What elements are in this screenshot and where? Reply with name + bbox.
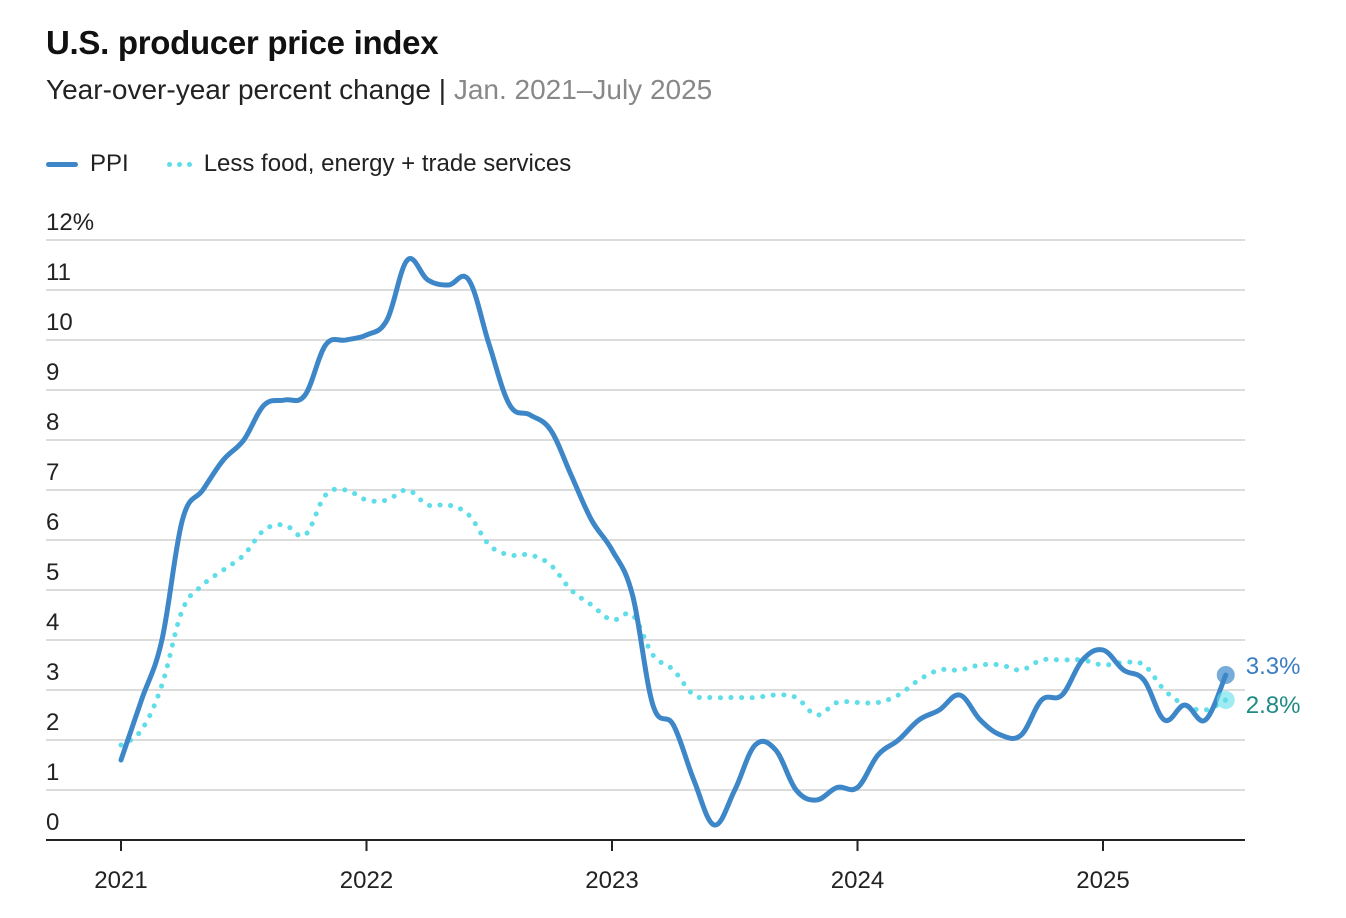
x-tick-label: 2023 bbox=[585, 867, 638, 894]
legend-swatch-dotted bbox=[166, 161, 192, 167]
end-value-label: 3.3% bbox=[1246, 653, 1301, 680]
legend-label: PPI bbox=[90, 150, 129, 177]
chart-title: U.S. producer price index bbox=[46, 24, 439, 61]
chart-subtitle: Year-over-year percent change | Jan. 202… bbox=[46, 74, 713, 105]
y-tick-label: 12% bbox=[46, 209, 94, 236]
end-value-label: 2.8% bbox=[1246, 692, 1301, 719]
end-point-marker bbox=[1216, 666, 1235, 684]
core-ppi-line bbox=[118, 486, 1229, 748]
subtitle-text: Year-over-year percent change bbox=[46, 74, 431, 105]
ppi-line bbox=[118, 256, 1229, 828]
legend: PPI Less food, energy + trade services bbox=[46, 150, 609, 178]
y-tick-label: 7 bbox=[46, 459, 59, 486]
y-tick-label: 8 bbox=[46, 409, 59, 436]
x-tick-label: 2021 bbox=[94, 867, 147, 894]
legend-label: Less food, energy + trade services bbox=[203, 150, 572, 177]
y-tick-label: 6 bbox=[46, 509, 59, 536]
y-tick-label: 9 bbox=[46, 359, 59, 386]
y-tick-label: 5 bbox=[46, 559, 59, 586]
x-tick-label: 2025 bbox=[1076, 867, 1129, 894]
legend-swatch-solid bbox=[46, 161, 78, 167]
legend-item-ppi: PPI bbox=[46, 150, 129, 178]
y-tick-label: 3 bbox=[46, 659, 59, 686]
y-tick-label: 11 bbox=[46, 259, 71, 286]
x-tick-label: 2024 bbox=[831, 867, 884, 894]
y-tick-label: 2 bbox=[46, 709, 59, 736]
y-tick-label: 1 bbox=[46, 759, 59, 786]
y-tick-label: 10 bbox=[46, 309, 73, 336]
y-tick-label: 4 bbox=[46, 609, 59, 636]
date-range: Jan. 2021–July 2025 bbox=[453, 74, 713, 105]
end-point-marker bbox=[1216, 691, 1235, 709]
legend-item-core: Less food, energy + trade services bbox=[166, 150, 572, 178]
x-tick-label: 2022 bbox=[340, 867, 393, 894]
y-tick-label: 0 bbox=[46, 809, 59, 836]
